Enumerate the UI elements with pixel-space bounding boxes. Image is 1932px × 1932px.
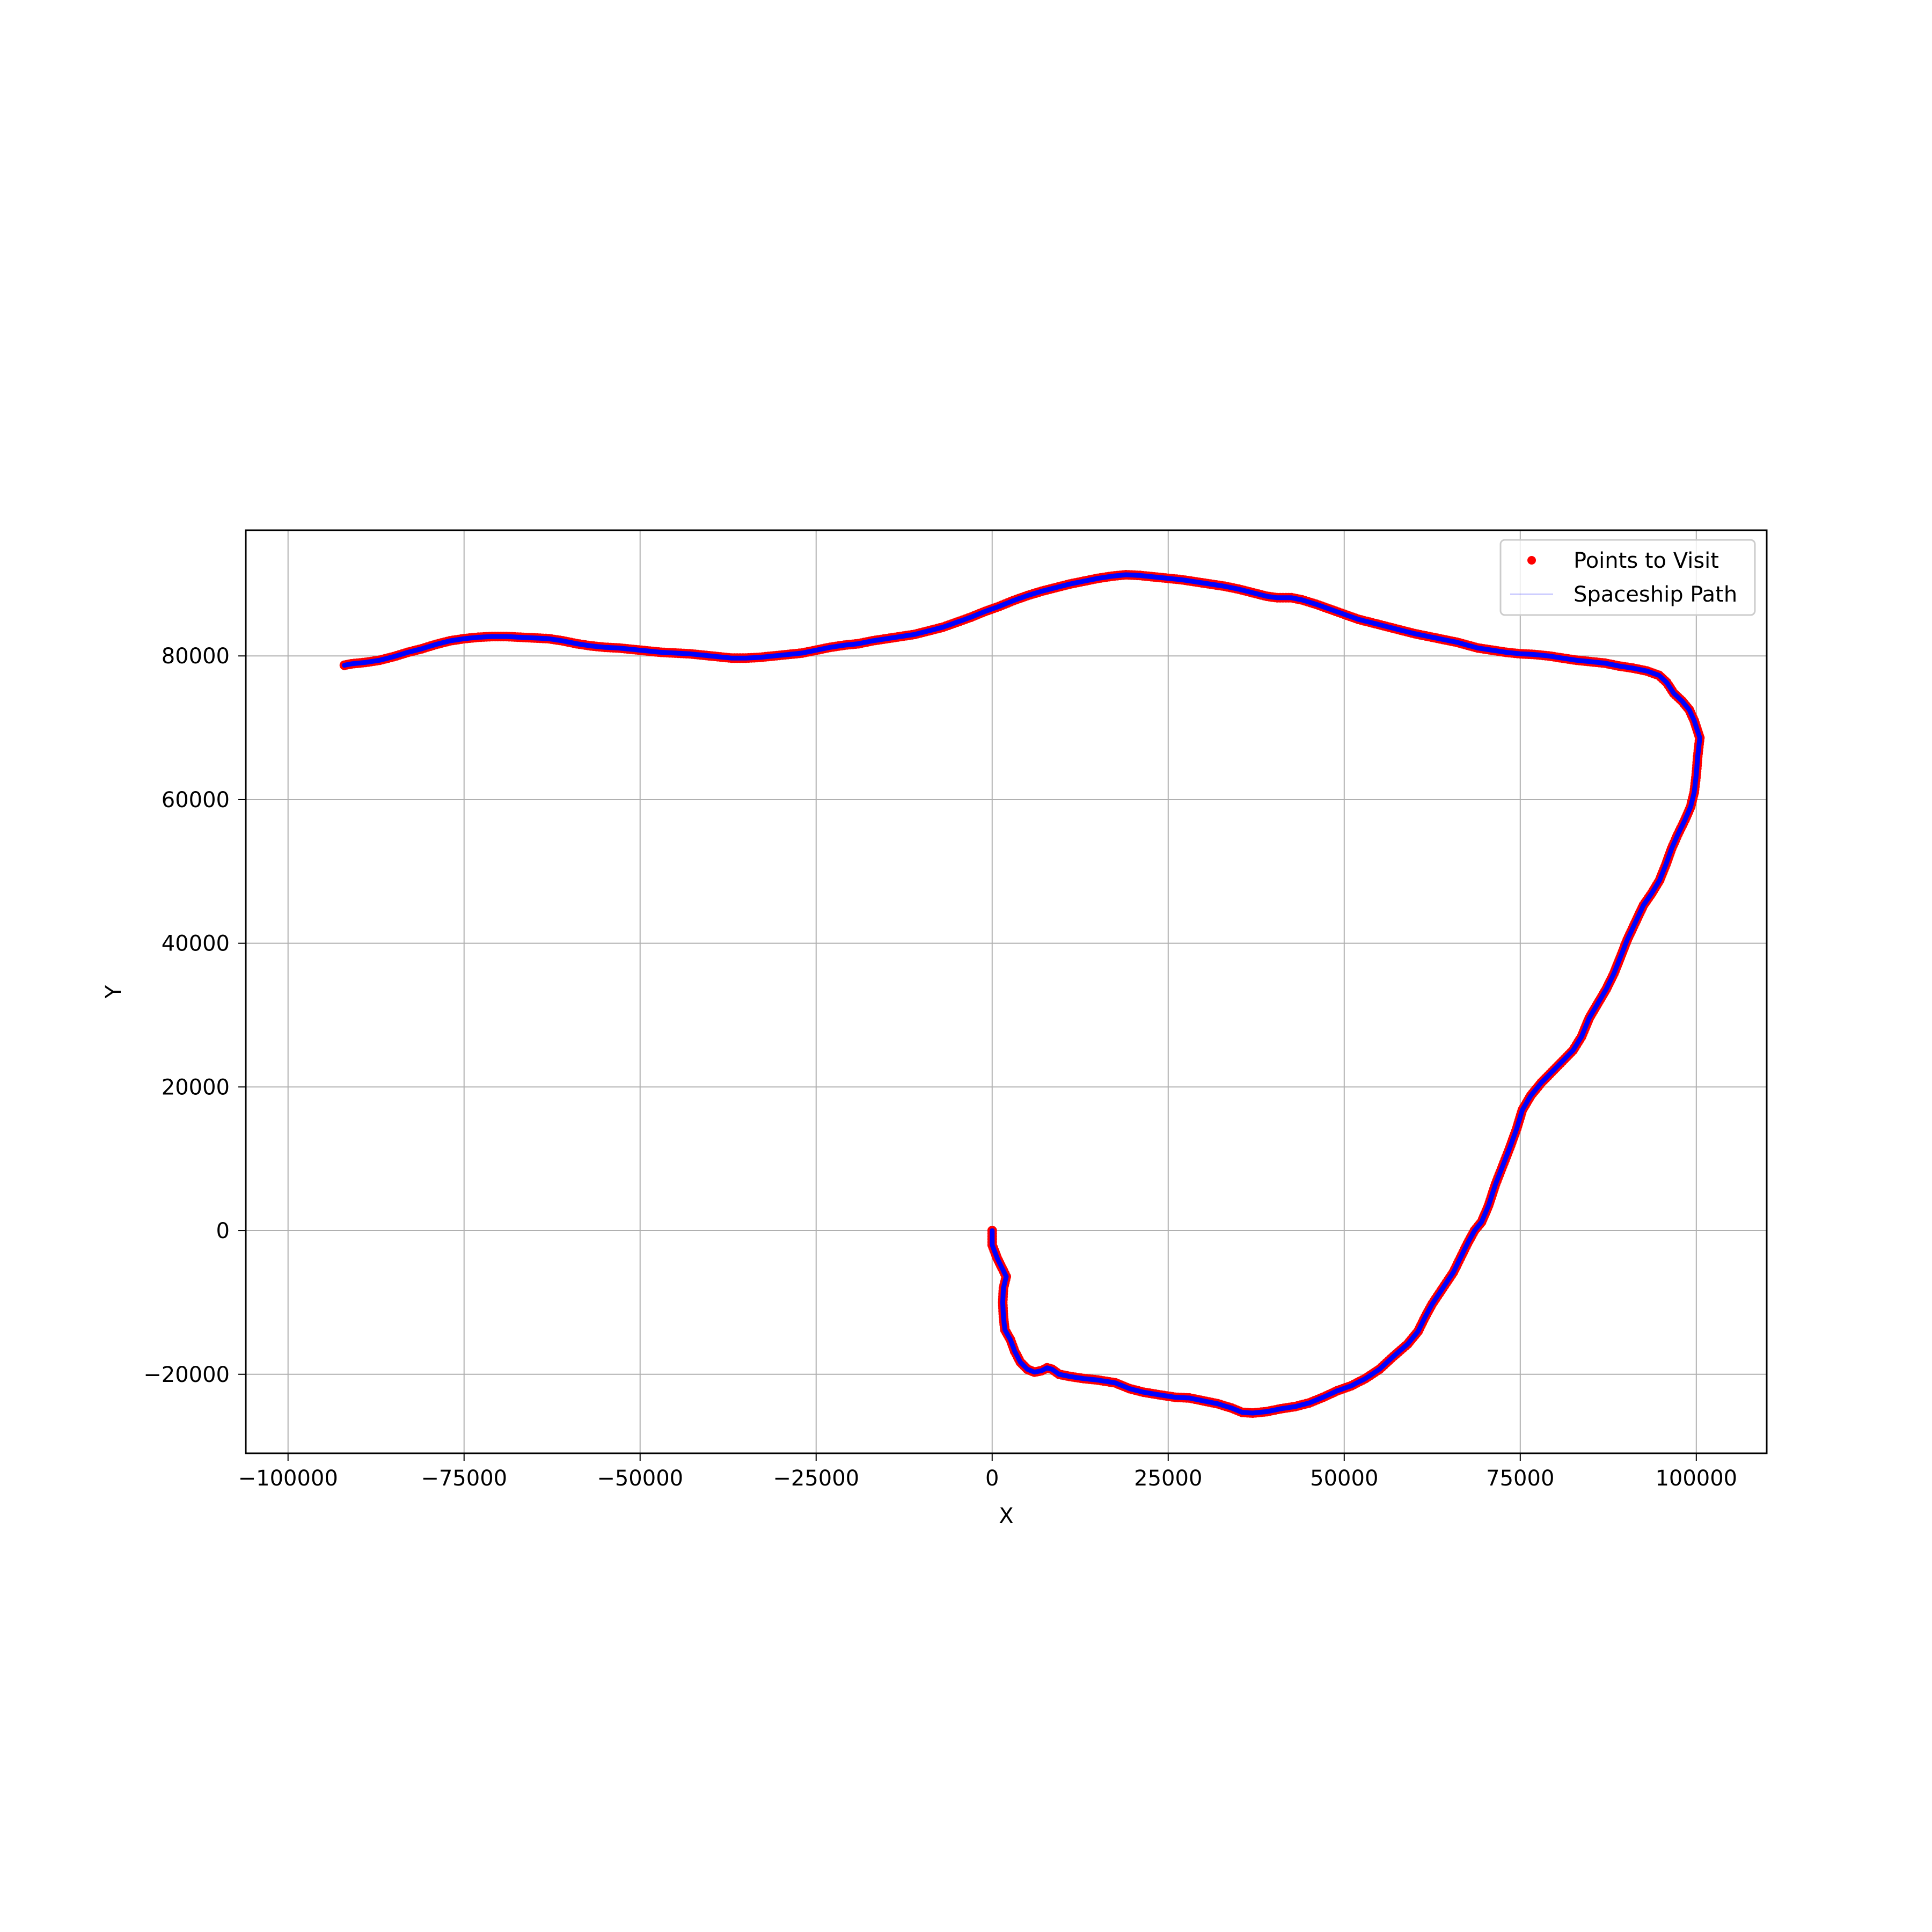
x-tick-label: −25000 [773,1466,859,1491]
y-tick-label: 0 [216,1219,230,1243]
spaceship-path-line [342,572,1702,1416]
legend-marker-points-to-visit [1527,556,1536,565]
legend-box [1499,539,1756,616]
legend-label-spaceship-path: Spaceship Path [1574,582,1737,607]
plot-data [339,570,1705,1418]
x-axis-label: X [999,1504,1013,1528]
legend-label-points-to-visit: Points to Visit [1574,548,1719,573]
x-tick-label: 75000 [1486,1466,1554,1491]
y-tick-label: 20000 [162,1075,230,1100]
y-tick-label: 40000 [162,932,230,956]
x-tick-label: 50000 [1310,1466,1378,1491]
x-tick-label: 25000 [1134,1466,1202,1491]
y-tick-label: 60000 [162,788,230,813]
x-tick-label: 0 [985,1466,999,1491]
x-tick-label: −75000 [421,1466,507,1491]
y-tick-label: −20000 [143,1363,230,1387]
grid [246,530,1767,1453]
y-axis-label: Y [101,985,126,999]
y-tick-label: 80000 [162,644,230,669]
x-tick-label: 100000 [1655,1466,1737,1491]
x-tick-label: −100000 [238,1466,338,1491]
x-tick-label: −50000 [597,1466,683,1491]
axis-ticks: −100000 −75000 −50000 −25000 0 25000 50000 7500… [143,644,1737,1491]
plot-area-frame [245,529,1768,1454]
legend: Points to Visit Spaceship Path [1499,539,1756,616]
